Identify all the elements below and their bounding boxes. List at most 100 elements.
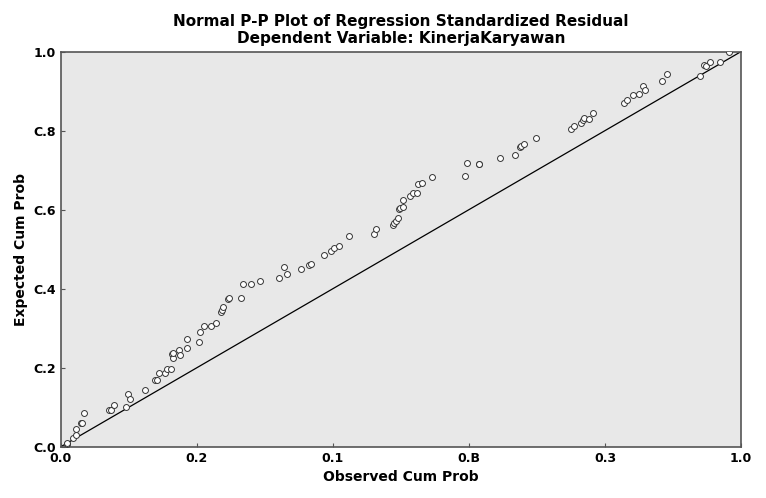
Point [105,406,117,414]
Point [166,351,178,359]
Point [61,441,73,449]
Point [167,349,179,357]
Point [198,322,210,330]
Point [303,261,315,269]
Point [704,58,716,66]
Point [577,116,589,124]
Point [244,280,257,288]
Point [661,70,673,78]
Point [67,434,79,442]
Point [459,172,471,180]
Point [390,217,402,225]
Point [392,214,404,222]
Point [368,230,380,238]
Point [388,219,401,227]
Point [152,370,165,377]
Point [518,140,530,148]
Point [565,125,578,133]
Point [407,189,419,197]
Point [583,115,595,123]
Point [575,120,588,127]
Point [343,232,355,240]
Point [587,109,599,117]
Point [173,346,185,354]
Point [332,242,345,250]
Point [529,133,542,141]
Point [513,143,525,151]
Point [515,142,527,150]
Point [694,72,706,80]
Point [698,61,710,69]
Point [149,376,161,384]
Point [461,159,473,167]
Point [633,90,645,98]
Point [618,99,630,107]
Point [473,160,485,168]
Point [166,354,178,362]
Point [509,151,521,159]
Point [656,77,669,85]
Point [77,419,89,427]
Point [637,82,650,90]
Point [217,303,229,311]
Point [397,203,409,211]
Point [404,192,416,200]
Point [254,277,266,285]
Point [620,96,633,104]
Point [193,338,205,346]
Point [639,86,651,94]
Point [108,400,120,408]
Point [281,270,293,278]
Point [473,160,485,168]
Point [181,335,193,343]
Point [237,279,250,287]
Point [394,204,407,212]
Point [627,91,639,99]
Point [295,265,307,273]
X-axis label: Observed Cum Prob: Observed Cum Prob [323,470,479,484]
Point [215,308,228,316]
Point [124,395,136,403]
Point [103,406,115,414]
Point [181,344,193,352]
Point [70,431,82,439]
Point [318,250,330,258]
Point [494,154,506,162]
Point [578,114,590,122]
Point [205,322,218,330]
Point [210,319,222,327]
Point [77,409,90,417]
Point [222,294,234,302]
Point [393,205,405,213]
Title: Normal P-P Plot of Regression Standardized Residual
Dependent Variable: KinerjaK: Normal P-P Plot of Regression Standardiz… [173,14,629,46]
Point [122,390,134,398]
Point [425,173,437,181]
Point [568,122,581,130]
Point [234,293,247,301]
Point [325,248,337,255]
Point [161,365,173,373]
Point [174,351,186,359]
Point [273,274,286,282]
Point [222,295,234,303]
Point [387,221,399,229]
Point [714,58,726,66]
Point [194,328,206,336]
Point [277,263,290,271]
Point [305,260,317,268]
Point [74,419,87,427]
Point [411,180,424,188]
Point [165,365,177,373]
Point [370,225,382,233]
Point [61,439,74,447]
Point [70,425,82,433]
Point [398,196,410,204]
Point [159,370,171,377]
Point [215,306,228,314]
Point [120,403,133,411]
Point [150,375,162,383]
Y-axis label: Expected Cum Prob: Expected Cum Prob [14,173,28,326]
Point [139,386,152,394]
Point [411,189,423,197]
Point [699,62,712,70]
